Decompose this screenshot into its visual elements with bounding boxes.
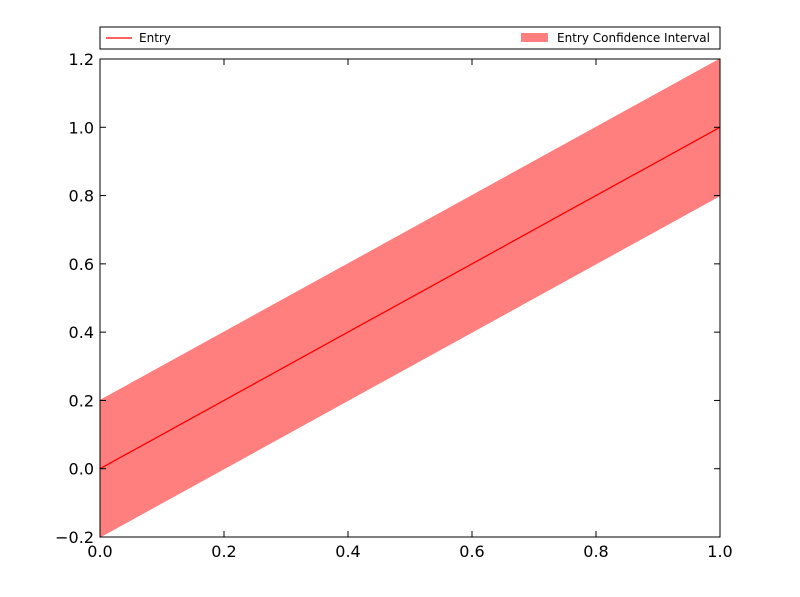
x-tick-label: 0.8	[583, 542, 608, 561]
y-tick-label: 1.2	[69, 50, 94, 69]
x-tick-label: 1.0	[707, 542, 732, 561]
y-tick-label: 0.8	[69, 187, 94, 206]
y-tick-label: 0.6	[69, 255, 94, 274]
x-tick-label: 0.4	[335, 542, 360, 561]
legend-frame	[99, 26, 721, 50]
legend: Entry Entry Confidence Interval	[99, 26, 721, 50]
x-tick-label: 0.0	[87, 542, 112, 561]
y-tick-label: 0.2	[69, 391, 94, 410]
y-tick-labels: −0.2 0.0 0.2 0.4 0.6 0.8 1.0 1.2	[55, 50, 94, 547]
legend-label-entry: Entry	[139, 31, 171, 45]
plot-frame	[99, 58, 721, 538]
y-tick-label: −0.2	[55, 528, 94, 547]
x-tick-labels: 0.0 0.2 0.4 0.6 0.8 1.0	[87, 542, 732, 561]
legend-band-swatch	[521, 33, 548, 42]
series-line-layer	[99, 126, 721, 470]
x-tick-label: 0.2	[211, 542, 236, 561]
series-line-entry	[99, 126, 721, 470]
legend-label-confidence-interval: Entry Confidence Interval	[557, 31, 710, 45]
y-tick-label: 1.0	[69, 118, 94, 137]
y-tick-label: 0.0	[69, 460, 94, 479]
y-tick-label: 0.4	[69, 323, 94, 342]
x-tick-label: 0.6	[459, 542, 484, 561]
